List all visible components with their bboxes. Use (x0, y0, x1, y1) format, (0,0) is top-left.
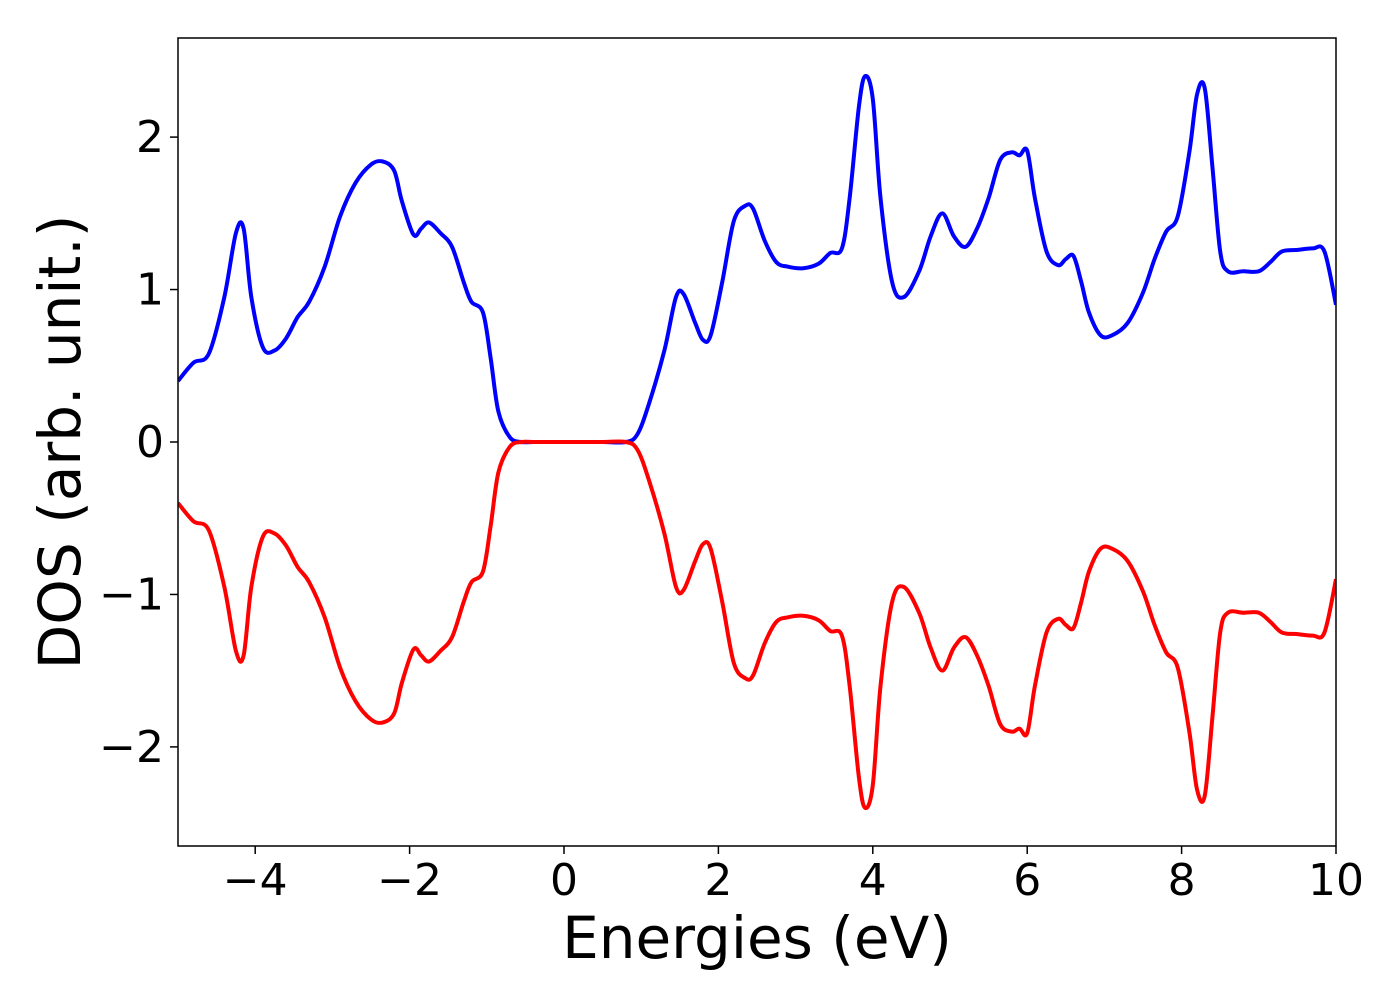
y-axis: −2 −1 0 1 2 (99, 112, 178, 773)
series-line-2 (178, 439, 1336, 811)
x-tick-label: 4 (859, 855, 887, 906)
x-axis-label: Energies (eV) (562, 904, 952, 972)
series-line-1 (178, 73, 1336, 445)
y-tick-label: −1 (99, 569, 164, 620)
x-tick-label: 6 (1013, 855, 1041, 906)
x-tick-label: −2 (377, 855, 442, 906)
y-tick-label: 1 (136, 265, 164, 316)
plot-frame (177, 37, 1337, 847)
y-tick-label: 2 (136, 112, 164, 163)
x-tick-label: 8 (1168, 855, 1196, 906)
x-tick-label: −4 (223, 855, 288, 906)
x-tick-label: 0 (550, 855, 578, 906)
x-axis: −4 −2 0 2 4 6 8 10 (223, 846, 1364, 906)
x-tick-label: 10 (1308, 855, 1364, 906)
y-tick-label: 0 (136, 417, 164, 468)
series-layer (178, 73, 1336, 811)
x-tick-label: 2 (704, 855, 732, 906)
y-axis-label: DOS (arb. unit.) (26, 215, 94, 670)
y-tick-label: −2 (99, 722, 164, 773)
